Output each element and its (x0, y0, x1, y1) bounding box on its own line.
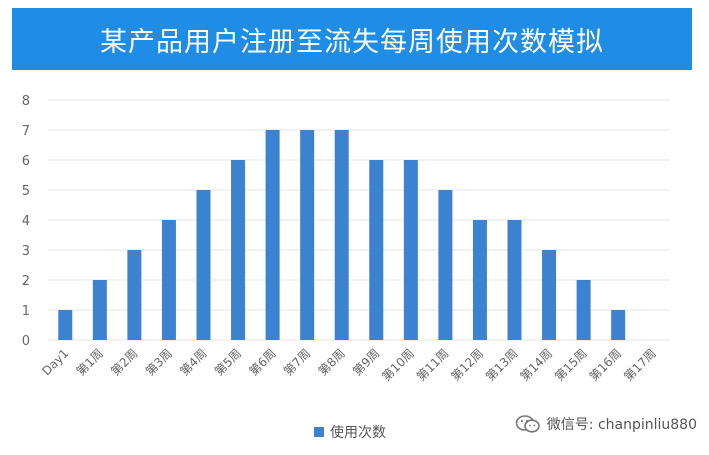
y-tick-label: 1 (22, 304, 30, 319)
bar (369, 160, 384, 340)
y-tick-label: 0 (22, 334, 30, 349)
x-tick-label: 第6周 (246, 346, 278, 378)
y-tick-label: 2 (22, 274, 30, 289)
bar (438, 190, 453, 340)
x-tick-label: 第8周 (316, 346, 348, 378)
x-tick-label: 第1周 (74, 346, 106, 378)
x-tick-label: 第7周 (281, 346, 313, 378)
x-tick-label: 第4周 (177, 346, 209, 378)
y-tick-label: 5 (22, 184, 30, 199)
x-tick-label: 第11周 (414, 346, 452, 384)
y-tick-label: 6 (22, 154, 30, 169)
watermark-text: 微信号: chanpinliu880 (546, 417, 697, 433)
x-tick-label: 第17周 (621, 346, 659, 384)
y-tick-label: 7 (22, 124, 30, 139)
x-tick-label: 第14周 (518, 346, 556, 384)
bar (231, 160, 246, 340)
bar (196, 190, 211, 340)
watermark: 微信号: chanpinliu880 (515, 414, 697, 434)
legend-swatch (314, 427, 324, 437)
bar (403, 160, 418, 340)
x-tick-label: 第2周 (108, 346, 140, 378)
bar (58, 310, 73, 340)
bar (92, 280, 107, 340)
x-tick-label: Day1 (39, 346, 71, 378)
bar (507, 220, 522, 340)
y-tick-label: 8 (22, 94, 30, 109)
bar (127, 250, 142, 340)
bar (542, 250, 557, 340)
bar (161, 220, 176, 340)
x-tick-label: 第3周 (143, 346, 175, 378)
bar (300, 130, 315, 340)
bar (265, 130, 280, 340)
x-tick-label: 第16周 (587, 346, 625, 384)
x-tick-label: 第13周 (483, 346, 521, 384)
y-tick-label: 4 (22, 214, 30, 229)
bar (611, 310, 626, 340)
wechat-icon (515, 415, 540, 433)
chart-title: 某产品用户注册至流失每周使用次数模拟 (100, 26, 604, 58)
bar (472, 220, 487, 340)
bar (576, 280, 591, 340)
x-tick-label: 第5周 (212, 346, 244, 378)
x-tick-label: 第10周 (379, 346, 417, 384)
x-tick-label: 第9周 (350, 346, 382, 378)
y-tick-label: 3 (22, 244, 30, 259)
x-tick-label: 第15周 (552, 346, 590, 384)
x-tick-label: 第12周 (448, 346, 486, 384)
bar (334, 130, 349, 340)
legend-label: 使用次数 (330, 424, 386, 441)
title-banner: 某产品用户注册至流失每周使用次数模拟 (12, 8, 692, 70)
